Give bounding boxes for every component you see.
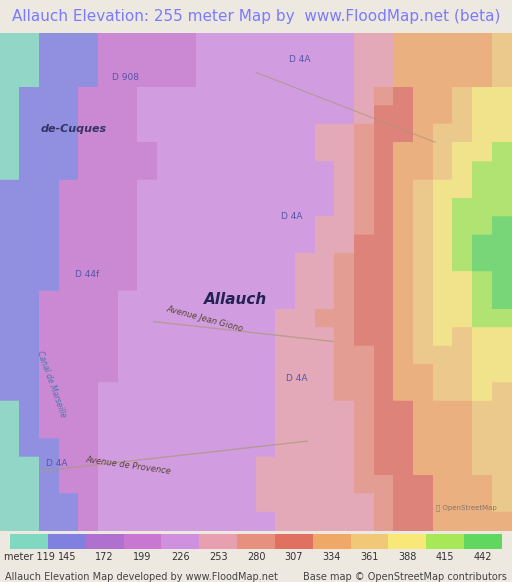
Text: 307: 307 (285, 552, 303, 562)
Text: 442: 442 (474, 552, 492, 562)
Bar (48, 534, 86, 549)
Text: Avenue Jean Giono: Avenue Jean Giono (165, 304, 244, 333)
Text: D 908: D 908 (112, 73, 139, 82)
Bar (464, 534, 502, 549)
Bar (161, 534, 199, 549)
Text: 334: 334 (323, 552, 341, 562)
Text: Allauch Elevation: 255 meter Map by  www.FloodMap.net (beta): Allauch Elevation: 255 meter Map by www.… (12, 9, 500, 24)
Text: 388: 388 (398, 552, 416, 562)
Bar (313, 534, 351, 549)
Text: D 44f: D 44f (75, 269, 99, 279)
Bar (388, 534, 426, 549)
Text: Allauch Elevation Map developed by www.FloodMap.net: Allauch Elevation Map developed by www.F… (5, 572, 278, 582)
Bar (199, 534, 237, 549)
Bar (237, 534, 275, 549)
Bar (10, 534, 48, 549)
Text: Allauch: Allauch (204, 292, 267, 307)
Text: 361: 361 (360, 552, 378, 562)
Text: 199: 199 (134, 552, 152, 562)
Text: 🔍 OpenStreetMap: 🔍 OpenStreetMap (436, 504, 497, 511)
Text: Avenue de Provence: Avenue de Provence (85, 455, 171, 475)
Text: 253: 253 (209, 552, 227, 562)
Text: D 4A: D 4A (286, 374, 308, 384)
Text: 415: 415 (436, 552, 454, 562)
Text: 280: 280 (247, 552, 265, 562)
Text: 226: 226 (171, 552, 189, 562)
Bar (124, 534, 161, 549)
Text: D 4A: D 4A (281, 212, 303, 221)
Bar (426, 534, 464, 549)
Bar (86, 534, 124, 549)
Text: D 4A: D 4A (46, 459, 67, 468)
Text: D 4A: D 4A (289, 55, 310, 65)
Text: Canal de Marseille: Canal de Marseille (35, 349, 68, 418)
Bar (275, 534, 313, 549)
Text: meter 119: meter 119 (4, 552, 55, 562)
Text: 145: 145 (58, 552, 76, 562)
Text: de-Cuques: de-Cuques (41, 124, 107, 134)
Text: 172: 172 (95, 552, 114, 562)
Text: Base map © OpenStreetMap contributors: Base map © OpenStreetMap contributors (303, 572, 507, 582)
Bar (351, 534, 388, 549)
